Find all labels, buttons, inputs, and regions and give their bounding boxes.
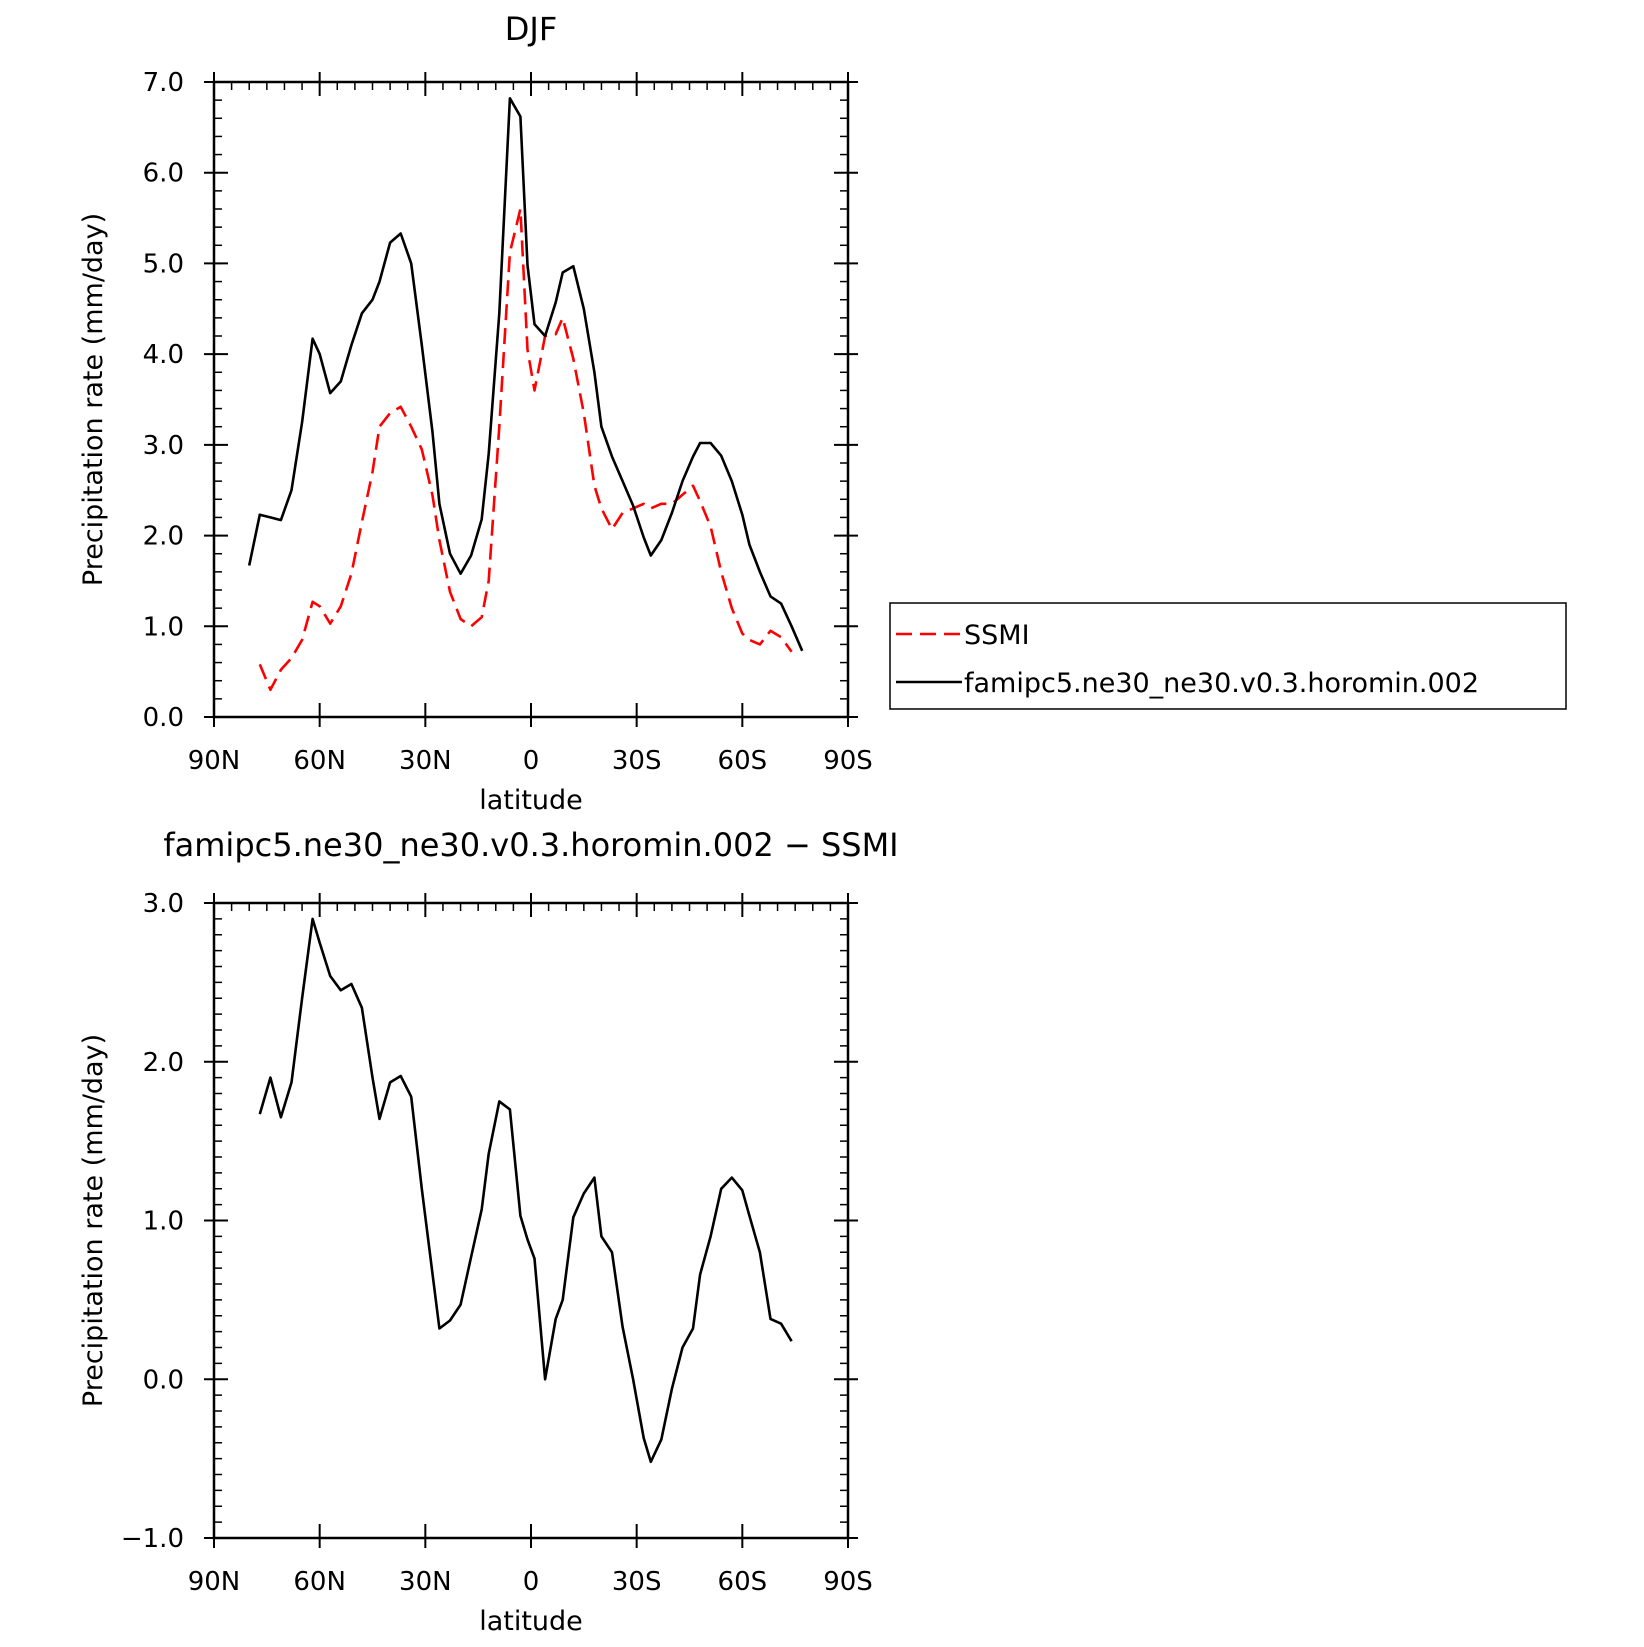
legend-label: famipc5.ne30_ne30.v0.3.horomin.002 — [964, 668, 1479, 699]
y-tick-label: 3.0 — [143, 889, 184, 919]
series-line-model — [258, 917, 793, 1464]
y-tick-label: 0.0 — [143, 1365, 184, 1395]
y-tick-label: 6.0 — [143, 159, 184, 189]
y-axis-label: Precipitation rate (mm/day) — [78, 1034, 109, 1407]
y-tick-label: 2.0 — [143, 1048, 184, 1078]
x-tick-label: 0 — [523, 746, 540, 776]
plot-frame — [212, 80, 850, 719]
y-tick-label: 7.0 — [143, 68, 184, 98]
y-tick-label: 1.0 — [143, 1207, 184, 1237]
bottom-panel-difference: famipc5.ne30_ne30.v0.3.horomin.002 − SSM… — [78, 826, 899, 1637]
x-tick-label: 60S — [718, 746, 768, 776]
top-panel-djf: DJF 0.0 1.0 2.0 3.0 4.0 5.0 6.0 7.0 90N 60N 30N 0 30S… — [78, 10, 1567, 816]
x-tick-label: 60N — [293, 1567, 346, 1597]
y-tick-label: 0.0 — [143, 703, 184, 733]
plot-frame — [212, 901, 850, 1540]
legend-label: SSMI — [964, 620, 1030, 651]
y-tick-label: 3.0 — [143, 431, 184, 461]
x-tick-label: 30S — [612, 746, 662, 776]
x-tick-label: 30S — [612, 1567, 662, 1597]
legend: SSMI famipc5.ne30_ne30.v0.3.horomin.002 — [889, 602, 1567, 710]
x-tick-label: 0 — [523, 1567, 540, 1597]
legend-box — [889, 602, 1567, 710]
y-tick-label: 4.0 — [143, 340, 184, 370]
x-tick-label: 60S — [718, 1567, 768, 1597]
x-axis-label: latitude — [479, 1606, 583, 1637]
chart-title: famipc5.ne30_ne30.v0.3.horomin.002 − SSM… — [163, 826, 898, 864]
y-tick-label: −1.0 — [121, 1524, 184, 1554]
y-tick-label: 5.0 — [143, 249, 184, 279]
x-tick-label: 90S — [823, 1567, 873, 1597]
chart-title: DJF — [505, 10, 557, 48]
series-line-model — [247, 97, 804, 652]
x-tick-label: 90N — [188, 746, 241, 776]
y-tick-label: 1.0 — [143, 612, 184, 642]
x-axis-label: latitude — [479, 785, 583, 816]
series-line-ssmi — [258, 207, 793, 692]
x-tick-label: 90S — [823, 746, 873, 776]
x-tick-label: 60N — [293, 746, 346, 776]
x-tick-label: 30N — [399, 1567, 452, 1597]
y-axis-label: Precipitation rate (mm/day) — [78, 213, 109, 586]
x-tick-label: 90N — [188, 1567, 241, 1597]
x-tick-label: 30N — [399, 746, 452, 776]
y-tick-label: 2.0 — [143, 522, 184, 552]
